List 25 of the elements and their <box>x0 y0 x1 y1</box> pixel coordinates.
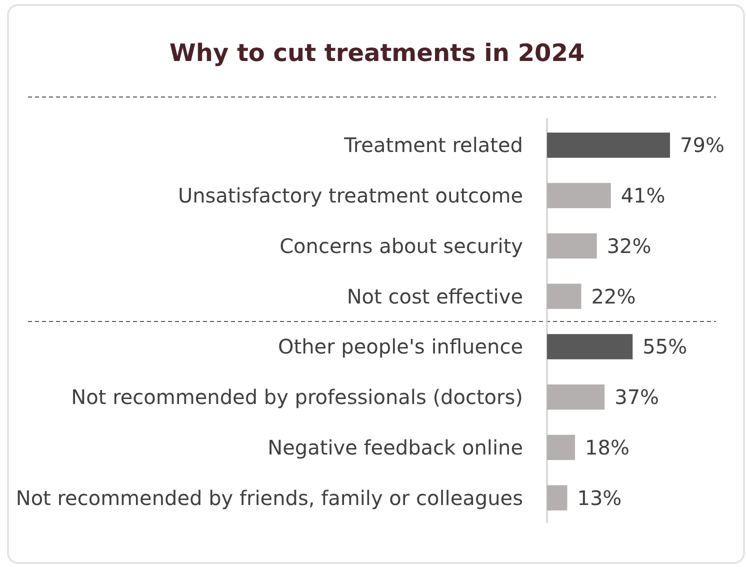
chart-title: Why to cut treatments in 2024 <box>169 39 585 67</box>
bar <box>547 434 576 460</box>
data-label: 13% <box>577 486 622 510</box>
data-label: 18% <box>585 435 630 460</box>
data-label: 55% <box>642 334 688 359</box>
y-tick-label: Unsatisfactory treatment outcome <box>178 184 523 208</box>
bar <box>547 485 568 510</box>
y-tick-label: Other people's influence <box>278 334 523 359</box>
y-tick-label: Concerns about security <box>280 234 524 258</box>
bar <box>547 182 611 208</box>
y-tick-label: Not recommended by professionals (doctors) <box>71 385 523 410</box>
data-label: 22% <box>591 284 636 308</box>
data-label: 32% <box>606 234 652 258</box>
data-label: 41% <box>620 184 666 208</box>
bar <box>547 284 582 309</box>
bar <box>547 334 633 360</box>
data-label: 37% <box>614 385 660 410</box>
bar <box>547 384 605 410</box>
bar <box>547 233 597 259</box>
y-tick-label: Not recommended by friends, family or colleagues <box>16 486 523 510</box>
y-tick-label: Negative feedback online <box>268 435 523 460</box>
y-tick-label: Treatment related <box>343 133 523 158</box>
y-tick-label: Not cost effective <box>346 284 523 308</box>
bar <box>547 132 670 158</box>
data-label: 79% <box>680 133 724 158</box>
